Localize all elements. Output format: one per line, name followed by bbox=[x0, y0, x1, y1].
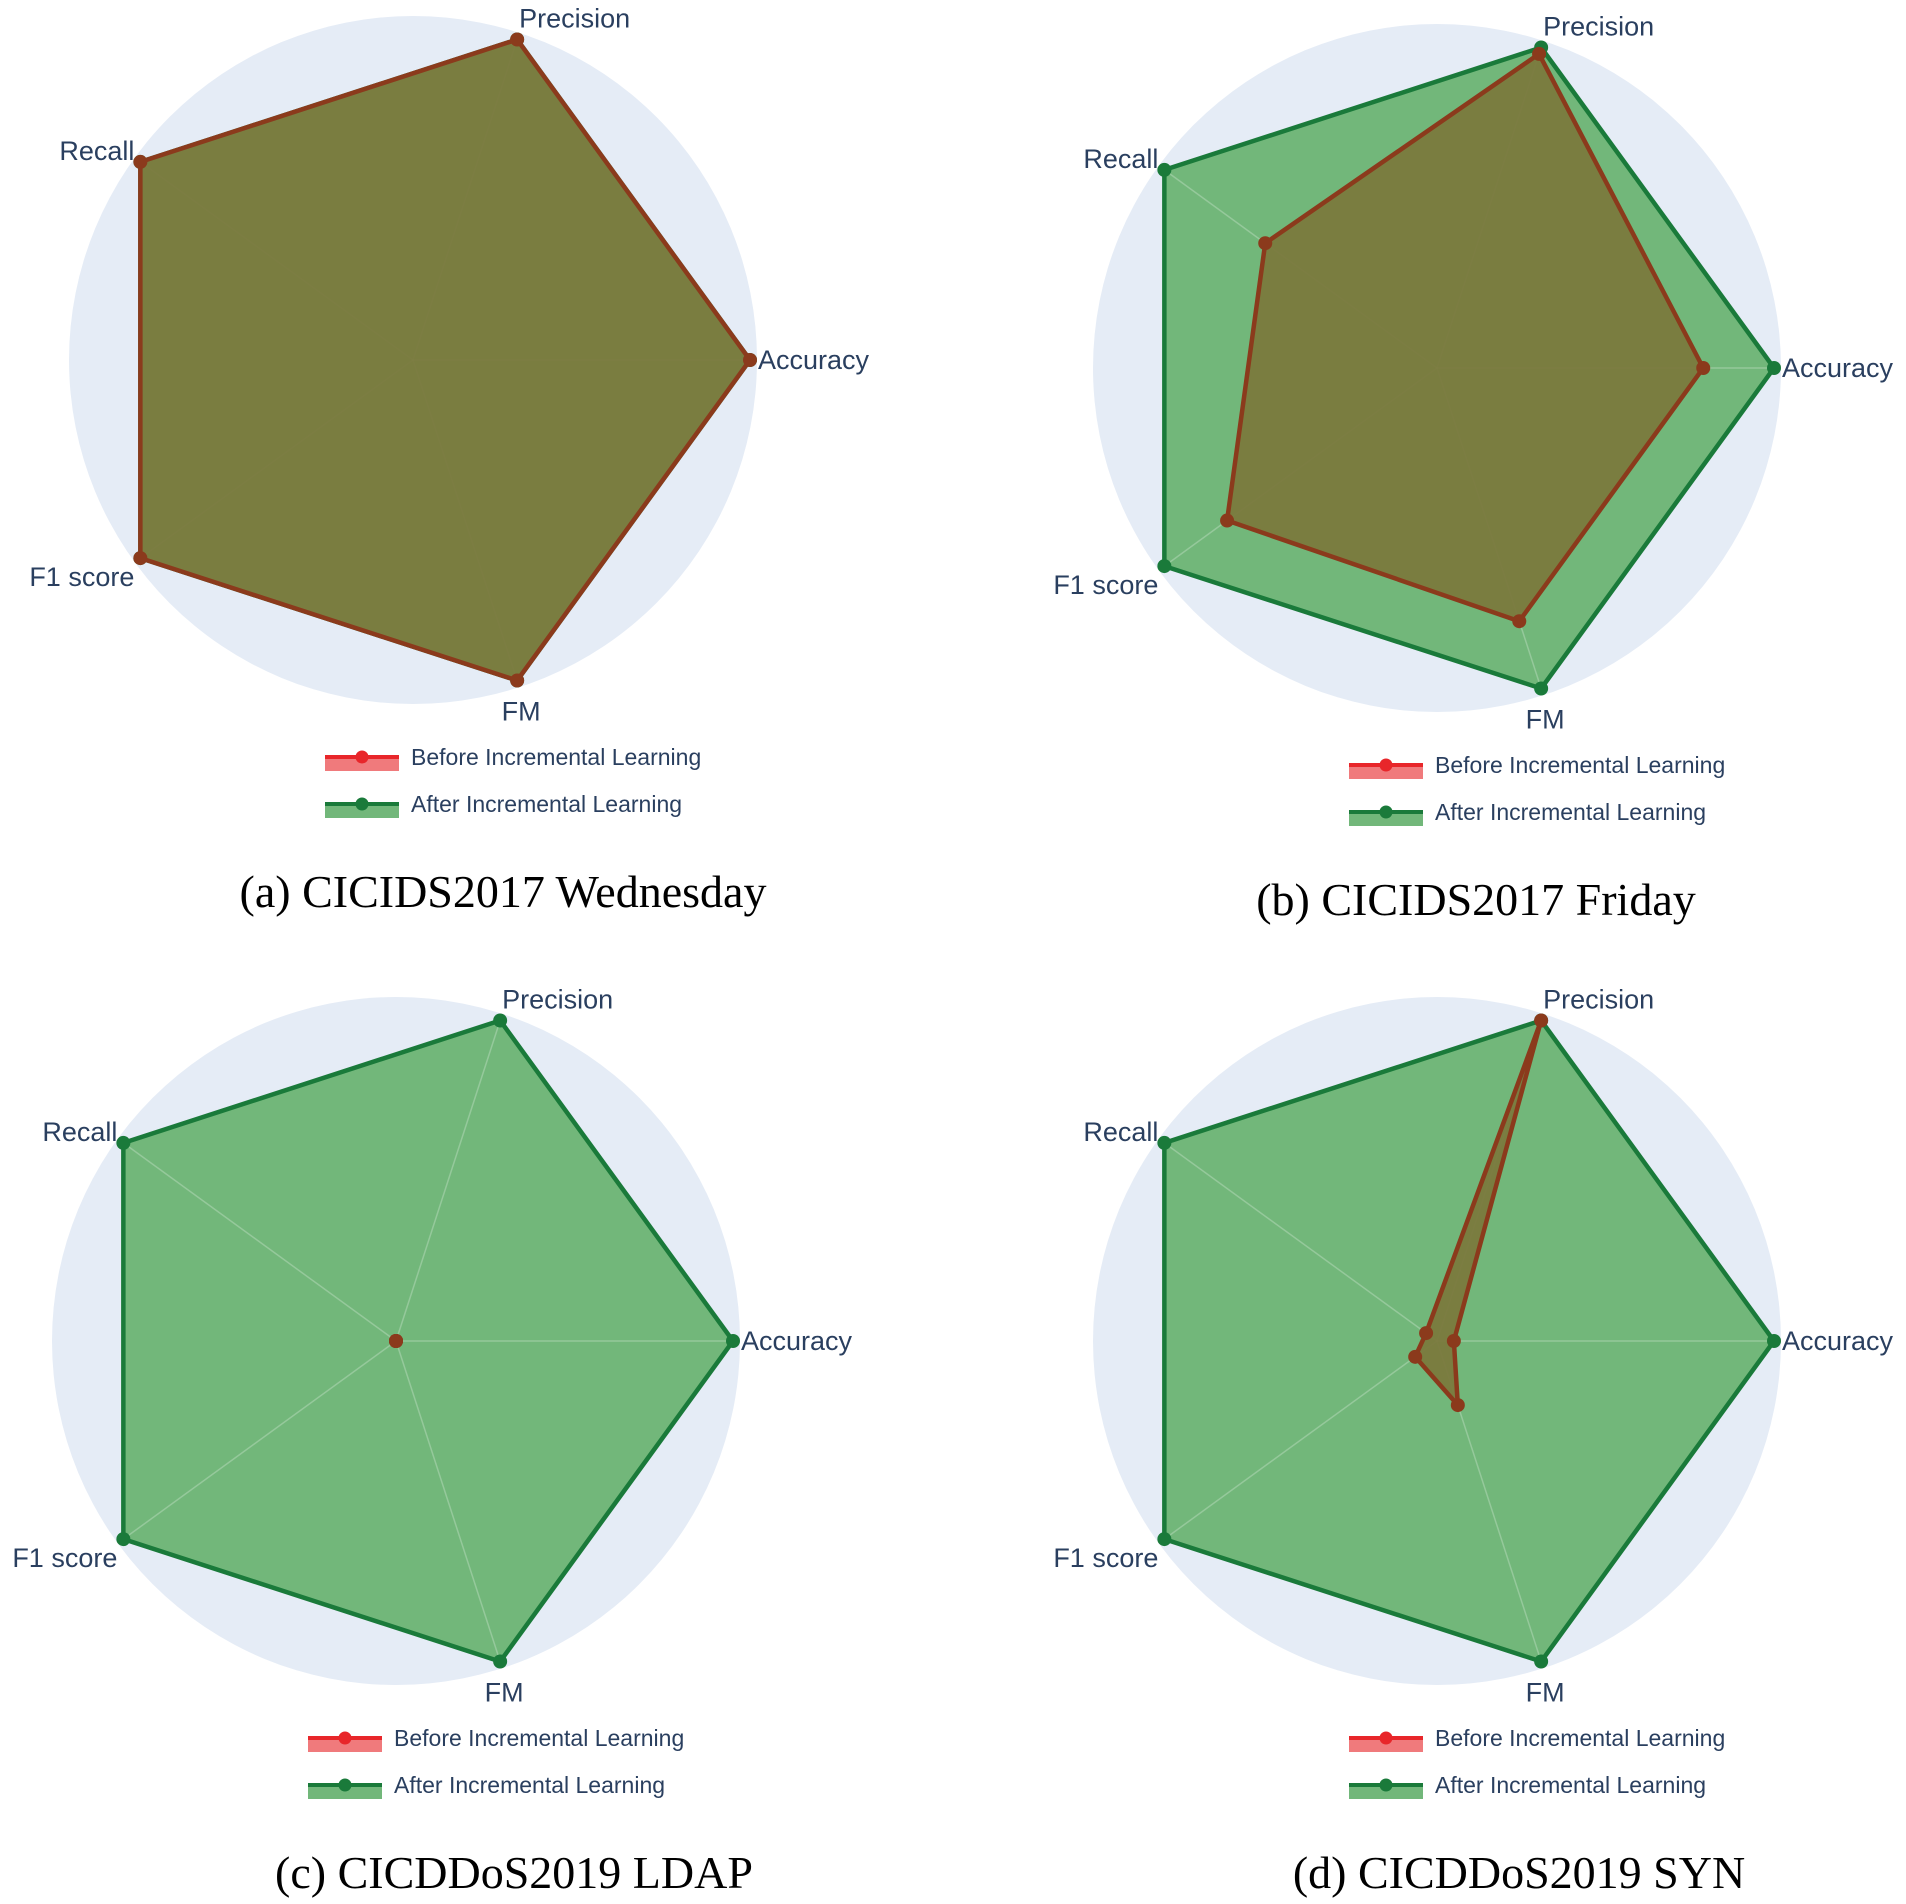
before-point-fm bbox=[389, 1334, 403, 1348]
axis-label-f1-score: F1 score bbox=[29, 562, 134, 592]
legend-item-before: Before Incremental Learning bbox=[1349, 752, 1725, 779]
axis-label-recall: Recall bbox=[59, 136, 134, 166]
axis-label-recall: Recall bbox=[1083, 1117, 1158, 1147]
before-point-f1-score bbox=[1408, 1349, 1423, 1364]
after-point-fm bbox=[1534, 1654, 1549, 1669]
after-series-area bbox=[121, 1018, 736, 1664]
before-series-area bbox=[1224, 51, 1706, 624]
legend-label: After Incremental Learning bbox=[1435, 1772, 1706, 1798]
axis-label-fm: FM bbox=[1526, 705, 1565, 735]
axis-label-accuracy: Accuracy bbox=[758, 345, 870, 375]
before-point-recall bbox=[1258, 236, 1273, 251]
axis-label-accuracy: Accuracy bbox=[1782, 353, 1894, 383]
before-point-f1-score bbox=[1220, 513, 1235, 528]
radar-panel-1: Accuracy Precision Recall F1 score FM Before … bbox=[1053, 11, 1893, 925]
before-point-recall bbox=[133, 154, 148, 169]
legend-marker bbox=[338, 1731, 352, 1745]
radial-axis-line bbox=[1163, 1142, 1438, 1342]
legend-marker bbox=[355, 750, 369, 764]
radar-panel-2: Accuracy Precision Recall F1 score FM Before … bbox=[12, 984, 852, 1898]
after-point-f1-score bbox=[1157, 1532, 1172, 1547]
legend-marker bbox=[355, 797, 369, 811]
legend-marker bbox=[1379, 1778, 1393, 1792]
axis-label-recall: Recall bbox=[42, 1117, 117, 1147]
radial-axis-line bbox=[395, 1340, 501, 1662]
legend-label: Before Incremental Learning bbox=[394, 1725, 684, 1751]
axis-label-fm: FM bbox=[502, 697, 541, 727]
axis-label-precision: Precision bbox=[502, 984, 613, 1014]
axis-label-fm: FM bbox=[1526, 1678, 1565, 1708]
after-point-accuracy bbox=[1767, 361, 1781, 375]
axis-label-precision: Precision bbox=[1543, 984, 1654, 1014]
after-point-fm bbox=[493, 1654, 508, 1669]
legend-item-before: Before Incremental Learning bbox=[308, 1725, 684, 1752]
legend-label: After Incremental Learning bbox=[1435, 799, 1706, 825]
axis-label-f1-score: F1 score bbox=[1053, 1543, 1158, 1573]
before-point-fm bbox=[1512, 614, 1527, 629]
legend-label: After Incremental Learning bbox=[394, 1772, 665, 1798]
legend-marker bbox=[1379, 805, 1393, 819]
after-point-recall bbox=[1157, 1135, 1172, 1150]
axis-label-precision: Precision bbox=[1543, 11, 1654, 41]
before-point-fm bbox=[510, 673, 525, 688]
before-point-f1-score bbox=[133, 551, 148, 566]
axis-label-f1-score: F1 score bbox=[12, 1543, 117, 1573]
axis-label-accuracy: Accuracy bbox=[1782, 1326, 1894, 1356]
legend-label: Before Incremental Learning bbox=[1435, 752, 1725, 778]
before-point-precision bbox=[510, 32, 525, 47]
after-point-recall bbox=[116, 1135, 131, 1150]
radar-panel-3: Accuracy Precision Recall F1 score FM Before … bbox=[1053, 984, 1893, 1898]
radial-axis-line bbox=[395, 1020, 501, 1342]
axis-label-fm: FM bbox=[485, 1678, 524, 1708]
before-point-accuracy bbox=[743, 353, 757, 367]
radial-axis-line bbox=[1163, 1340, 1438, 1540]
axis-label-accuracy: Accuracy bbox=[741, 1326, 853, 1356]
legend-item-after: After Incremental Learning bbox=[1349, 1772, 1706, 1799]
legend-item-after: After Incremental Learning bbox=[1349, 799, 1706, 826]
before-point-fm bbox=[1450, 1398, 1465, 1413]
legend-marker bbox=[1379, 1731, 1393, 1745]
axis-label-precision: Precision bbox=[519, 3, 630, 33]
legend-label: Before Incremental Learning bbox=[411, 744, 701, 770]
after-series-area bbox=[1162, 1018, 1777, 1664]
before-point-precision bbox=[1532, 46, 1547, 61]
legend-label: After Incremental Learning bbox=[411, 791, 682, 817]
legend-label: Before Incremental Learning bbox=[1435, 1725, 1725, 1751]
axis-label-recall: Recall bbox=[1083, 144, 1158, 174]
before-point-precision bbox=[1534, 1013, 1549, 1028]
after-point-precision bbox=[493, 1013, 508, 1028]
after-point-f1-score bbox=[1157, 559, 1172, 574]
legend-marker bbox=[338, 1778, 352, 1792]
after-point-accuracy bbox=[726, 1334, 740, 1348]
before-point-recall bbox=[1419, 1326, 1434, 1341]
before-series-area bbox=[138, 37, 753, 683]
legend-item-after: After Incremental Learning bbox=[308, 1772, 665, 1799]
radial-axis-line bbox=[122, 1340, 397, 1540]
panel-caption: (b) CICIDS2017 Friday bbox=[1256, 874, 1696, 925]
radial-axis-line bbox=[122, 1142, 397, 1342]
before-point-accuracy bbox=[1446, 1334, 1461, 1348]
radar-panel-0: Accuracy Precision Recall F1 score FM Before … bbox=[29, 3, 869, 917]
legend-marker bbox=[1379, 758, 1393, 772]
legend-item-after: After Incremental Learning bbox=[325, 791, 682, 818]
before-point-accuracy bbox=[1696, 361, 1711, 375]
legend-item-before: Before Incremental Learning bbox=[325, 744, 701, 771]
legend-item-before: Before Incremental Learning bbox=[1349, 1725, 1725, 1752]
after-point-fm bbox=[1534, 681, 1549, 696]
before-series-area bbox=[1412, 1018, 1544, 1408]
axis-label-f1-score: F1 score bbox=[1053, 570, 1158, 600]
after-point-recall bbox=[1157, 162, 1172, 177]
after-point-accuracy bbox=[1767, 1334, 1781, 1348]
panel-caption: (c) CICDDoS2019 LDAP bbox=[275, 1847, 753, 1898]
panel-caption: (d) CICDDoS2019 SYN bbox=[1293, 1847, 1745, 1898]
panel-caption: (a) CICIDS2017 Wednesday bbox=[240, 866, 767, 917]
after-point-f1-score bbox=[116, 1532, 131, 1547]
